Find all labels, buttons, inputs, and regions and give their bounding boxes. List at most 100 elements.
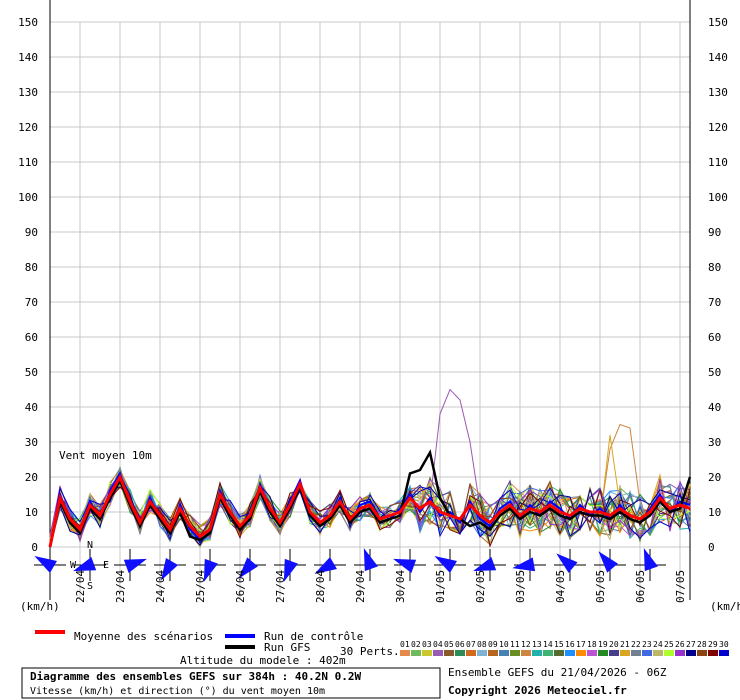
wind-direction-row: N SW E <box>34 540 666 592</box>
y-tick-right: 90 <box>708 226 721 239</box>
wind-arrow <box>34 556 57 574</box>
wind-arrow <box>556 553 578 573</box>
wind-arrow <box>123 558 147 573</box>
y-tick-right: 120 <box>708 121 728 134</box>
perturbation-id: 16 <box>565 640 575 649</box>
perturbation-swatch <box>587 650 597 656</box>
wind-arrow <box>473 557 497 572</box>
perturbation-id: 23 <box>642 640 652 649</box>
y-tick-left: 90 <box>25 226 38 239</box>
y-tick-left: 130 <box>18 86 38 99</box>
y-tick-left: 140 <box>18 51 38 64</box>
series-label: Vent moyen 10m <box>59 449 152 462</box>
date-axis: 22/04 23/04 24/04 25/04 26/04 27/04 28/04 29/04… <box>74 570 687 603</box>
legend-control-swatch <box>225 634 255 638</box>
legend: Moyenne des scénarios Run de contrôle Ru… <box>35 630 729 658</box>
perturbation-id: 13 <box>532 640 542 649</box>
perturbation-id: 07 <box>466 640 476 649</box>
perturbation-swatch <box>565 650 575 656</box>
perturbation-id: 10 <box>499 640 509 649</box>
perturbation-swatch <box>664 650 674 656</box>
wind-arrow <box>238 557 258 579</box>
legend-mean-label: Moyenne des scénarios <box>74 630 213 643</box>
perturbation-swatch <box>708 650 718 656</box>
date-label: 01/05 <box>434 570 447 603</box>
perturbation-swatch <box>466 650 476 656</box>
perturbation-id: 21 <box>620 640 630 649</box>
y-tick-right: 30 <box>708 436 721 449</box>
perturbation-swatch <box>400 650 410 656</box>
date-label: 28/04 <box>314 570 327 603</box>
perturbation-swatch <box>620 650 630 656</box>
perturbation-id: 22 <box>631 640 641 649</box>
y-tick-left: 50 <box>25 366 38 379</box>
perturbation-id: 02 <box>411 640 421 649</box>
perturbation-id: 14 <box>543 640 553 649</box>
wind-arrow <box>393 558 417 573</box>
date-label: 23/04 <box>114 570 127 603</box>
y-tick-right: 20 <box>708 471 721 484</box>
wind-arrow <box>363 548 378 572</box>
date-label: 29/04 <box>354 570 367 603</box>
perturbation-swatch <box>433 650 443 656</box>
y-tick-right: 80 <box>708 261 721 274</box>
y-tick-right: 110 <box>708 156 728 169</box>
date-label: 07/05 <box>674 570 687 603</box>
legend-control-label: Run de contrôle <box>264 630 363 643</box>
perturbation-id: 01 <box>400 640 410 649</box>
perturbation-swatch <box>719 650 729 656</box>
perturbation-id: 11 <box>510 640 520 649</box>
wind-arrow <box>434 556 457 574</box>
main-series-lines <box>48 449 692 548</box>
run-info: Ensemble GEFS du 21/04/2026 - 06Z <box>448 666 667 679</box>
perturbation-id: 08 <box>477 640 487 649</box>
perturbation-swatch <box>422 650 432 656</box>
wind-arrow <box>73 557 97 572</box>
perturbation-swatch <box>477 650 487 656</box>
wind-arrow <box>643 548 658 572</box>
perturbation-id: 06 <box>455 640 465 649</box>
y-axis: 0 0 10 10 20 20 30 30 40 40 50 50 60 60 70 70 80 80 90 90 10… <box>18 16 728 554</box>
perturbation-swatch <box>455 650 465 656</box>
perturbation-id: 15 <box>554 640 564 649</box>
date-label: 04/05 <box>554 570 567 603</box>
perturbation-id: 09 <box>488 640 498 649</box>
perturbation-line <box>49 423 691 548</box>
perturbation-swatch <box>499 650 509 656</box>
perturbation-swatch <box>642 650 652 656</box>
chart-title: Diagramme des ensembles GEFS sur 384h : … <box>30 670 362 683</box>
y-tick-right: 60 <box>708 331 721 344</box>
date-label: 06/05 <box>634 570 647 603</box>
perturbation-swatch <box>653 650 663 656</box>
y-tick-right: 50 <box>708 366 721 379</box>
perturbation-swatch <box>543 650 553 656</box>
perturbation-id: 26 <box>675 640 685 649</box>
perturbation-id: 24 <box>653 640 663 649</box>
date-label: 03/05 <box>514 570 527 603</box>
legend-mean-swatch <box>35 630 65 634</box>
perturbation-id: 17 <box>576 640 586 649</box>
wind-arrow <box>161 558 179 581</box>
date-label: 22/04 <box>74 570 87 603</box>
perturbation-id: 05 <box>444 640 454 649</box>
y-tick-left: 20 <box>25 471 38 484</box>
compass-n: N <box>87 540 93 551</box>
date-label: 02/05 <box>474 570 487 603</box>
perturbation-swatch <box>554 650 564 656</box>
perturbation-swatch <box>411 650 421 656</box>
y-tick-right: 130 <box>708 86 728 99</box>
perturbation-id: 27 <box>686 640 696 649</box>
mean-line <box>48 473 691 548</box>
chart-subtitle: Vitesse (km/h) et direction (°) du vent … <box>30 686 325 697</box>
perturbation-swatch <box>686 650 696 656</box>
y-tick-right: 100 <box>708 191 728 204</box>
perturbation-swatch <box>521 650 531 656</box>
perturbation-id: 12 <box>521 640 531 649</box>
perturbation-id: 19 <box>598 640 608 649</box>
perturbation-swatch <box>576 650 586 656</box>
y-tick-left: 100 <box>18 191 38 204</box>
y-tick-left: 70 <box>25 296 38 309</box>
y-tick-left: 10 <box>25 506 38 519</box>
perturbation-swatch <box>598 650 608 656</box>
